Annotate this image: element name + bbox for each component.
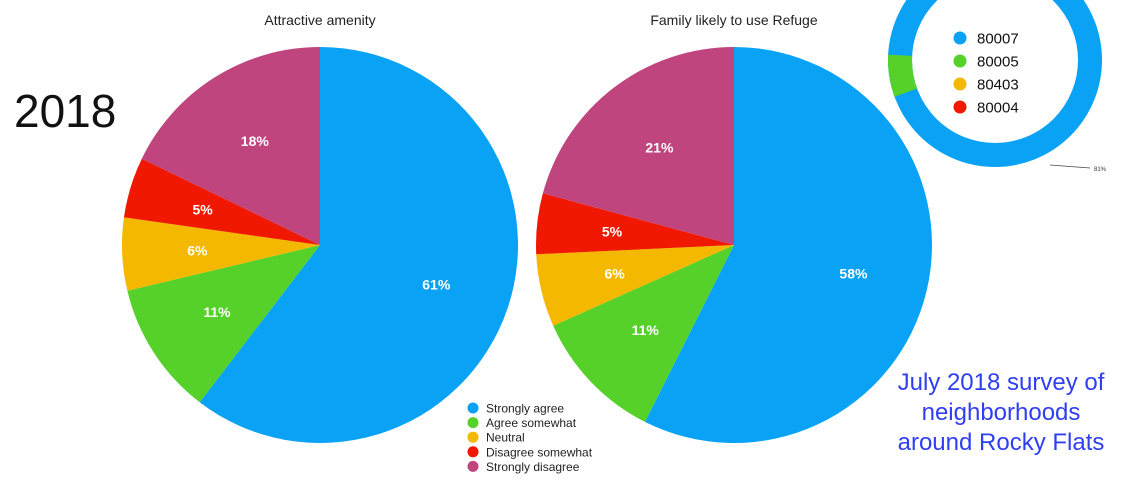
pie-2-slice-label: 5% bbox=[602, 224, 623, 240]
pie-2 bbox=[536, 47, 932, 443]
zip-legend-swatch bbox=[953, 77, 967, 91]
pie-1-slice-disagree-somewhat bbox=[123, 158, 320, 245]
pie-2-slice-neutral bbox=[536, 245, 734, 326]
pie-2-slice-label: 58% bbox=[839, 265, 868, 281]
donut-leader-line bbox=[1049, 164, 1091, 169]
pie-2-title: Family likely to use Refuge bbox=[650, 12, 818, 28]
donut-callout-label: 81% bbox=[1094, 167, 1107, 173]
legend-swatch bbox=[467, 446, 479, 458]
pie-1-slice-agree-somewhat bbox=[127, 245, 320, 403]
zip-donut bbox=[888, 0, 1102, 167]
legend-label: Agree somewhat bbox=[486, 416, 577, 430]
pie-2-slice-label: 21% bbox=[645, 140, 674, 156]
donut-callout: 81% bbox=[1049, 164, 1107, 173]
pie-1-slice-strongly-disagree bbox=[141, 47, 320, 245]
year-label: 2018 bbox=[14, 85, 117, 137]
pie-1-slice-label: 6% bbox=[187, 243, 208, 259]
pie-1-slice-strongly-agree bbox=[199, 47, 518, 443]
pie-2-slice-strongly-disagree bbox=[542, 47, 734, 245]
pie-2-labels: 58% 11% 6% 5% 21% bbox=[602, 140, 868, 338]
survey-note-line: around Rocky Flats bbox=[897, 429, 1105, 457]
pie-2-slice-label: 11% bbox=[632, 322, 660, 338]
survey-note-line: neighborhoods bbox=[921, 399, 1081, 427]
pie-1-slice-label: 11% bbox=[203, 304, 231, 320]
pie-2-slice-strongly-agree bbox=[644, 47, 932, 443]
pie-1-slice-label: 61% bbox=[422, 276, 451, 292]
zip-legend-swatch bbox=[953, 100, 967, 114]
pie-1-slice-neutral bbox=[121, 217, 320, 291]
pie-2-slice-agree-somewhat bbox=[553, 245, 734, 422]
zip-legend-label: 80403 bbox=[977, 77, 1019, 94]
legend-swatch bbox=[467, 402, 479, 414]
legend-label: Disagree somewhat bbox=[486, 445, 593, 459]
survey-note-line: July 2018 survey of bbox=[897, 369, 1105, 396]
donut-arc-80005 bbox=[888, 54, 918, 97]
legend-swatch bbox=[467, 431, 479, 443]
pie-2-slice-disagree-somewhat bbox=[536, 193, 734, 255]
pie-1-title: Attractive amenity bbox=[264, 12, 375, 28]
survey-note: July 2018 survey of neighborhoods around… bbox=[870, 368, 1132, 459]
zip-legend-swatch bbox=[953, 31, 967, 45]
pie-1-slice-label: 5% bbox=[192, 201, 213, 217]
zip-legend-label: 80007 bbox=[977, 31, 1019, 48]
legend-label: Strongly disagree bbox=[486, 460, 580, 474]
legend-label: Strongly agree bbox=[486, 402, 564, 416]
pie-1 bbox=[121, 47, 518, 443]
legend-label: Neutral bbox=[486, 431, 525, 445]
zip-legend-label: 80005 bbox=[977, 54, 1019, 71]
zip-legend-label: 80004 bbox=[977, 100, 1019, 117]
legend-swatch bbox=[467, 460, 479, 472]
pie-1-labels: 61% 11% 6% 5% 18% bbox=[187, 133, 451, 320]
legend-swatch bbox=[467, 417, 479, 429]
zip-legend: 80007 80005 80403 80004 bbox=[953, 31, 1019, 117]
zip-legend-swatch bbox=[953, 54, 967, 68]
pie-2-slice-label: 6% bbox=[604, 265, 625, 281]
pie-1-slice-label: 18% bbox=[241, 133, 270, 149]
